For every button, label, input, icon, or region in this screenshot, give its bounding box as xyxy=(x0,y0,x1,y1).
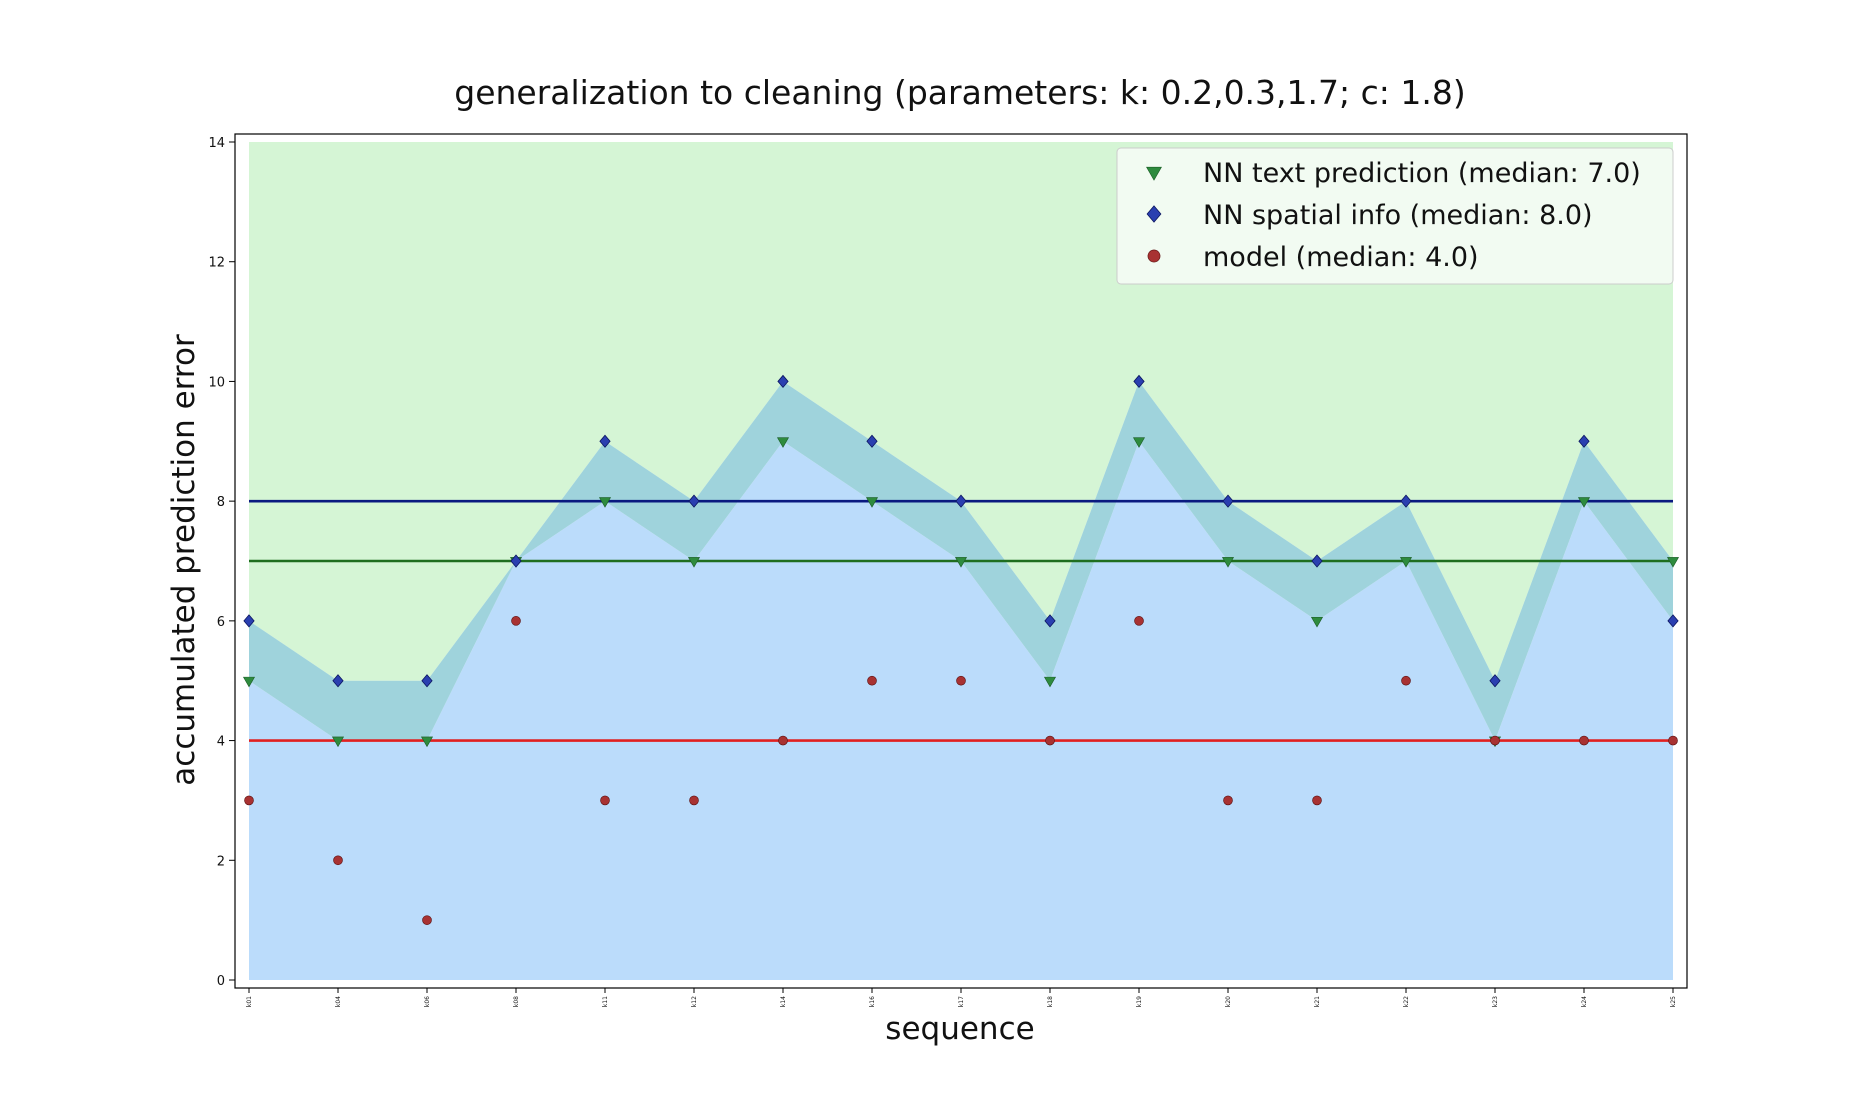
model-point xyxy=(1312,795,1322,806)
spatial-info-point xyxy=(1222,494,1234,508)
text-prediction-point xyxy=(420,736,434,748)
x-tick-label: k19 xyxy=(1136,996,1143,1007)
model-point xyxy=(1490,735,1500,746)
spatial-info-point xyxy=(421,674,433,688)
x-tick-label: k20 xyxy=(1225,996,1232,1007)
text-prediction-point xyxy=(687,557,701,568)
model-point xyxy=(1134,616,1144,626)
model-point xyxy=(244,795,254,806)
x-tick-label: k25 xyxy=(1670,996,1677,1007)
x-tick-label: k14 xyxy=(780,996,787,1007)
model-point xyxy=(1045,735,1055,746)
x-tick-label: k17 xyxy=(958,996,965,1007)
y-tick-label: 14 xyxy=(208,136,225,151)
model-point xyxy=(778,735,788,746)
spatial-info-point xyxy=(1489,674,1501,688)
chart-title: generalization to cleaning (parameters: … xyxy=(454,73,1465,112)
x-tick-label: k18 xyxy=(1047,996,1054,1007)
text-prediction-point xyxy=(1310,616,1324,628)
model-point xyxy=(867,675,877,686)
y-tick-label: 4 xyxy=(217,735,225,750)
y-tick-label: 10 xyxy=(208,375,225,390)
spatial-info-point xyxy=(510,554,522,568)
spatial-info-point xyxy=(1044,614,1056,628)
model-point xyxy=(511,616,521,626)
spatial-info-point xyxy=(332,674,344,688)
text-prediction-point xyxy=(1221,557,1235,568)
x-tick-label: k04 xyxy=(335,996,342,1007)
model-point xyxy=(1401,675,1411,686)
y-tick-label: 2 xyxy=(217,854,225,869)
legend-label: NN spatial info (median: 8.0) xyxy=(1203,200,1593,231)
spatial-info-point xyxy=(1667,614,1679,628)
y-tick-label: 6 xyxy=(217,615,225,630)
text-prediction-point xyxy=(1132,437,1146,448)
text-prediction-point xyxy=(1577,497,1591,508)
x-tick-label: k22 xyxy=(1403,996,1410,1007)
x-tick-label: k06 xyxy=(424,996,431,1007)
model-point xyxy=(333,855,343,866)
legend-label: model (median: 4.0) xyxy=(1203,242,1479,273)
text-prediction-point xyxy=(776,437,790,448)
x-tick-label: k16 xyxy=(869,996,876,1007)
spatial-info-point xyxy=(955,494,967,508)
spatial-info-point xyxy=(866,434,878,448)
spatial-info-point xyxy=(777,374,789,389)
model-point xyxy=(1668,735,1678,746)
y-tick-label: 8 xyxy=(217,495,225,510)
spatial-info-point xyxy=(1400,494,1412,508)
legend-marker xyxy=(1146,166,1162,181)
model-point xyxy=(689,795,699,806)
spatial-info-point xyxy=(1133,374,1145,389)
x-tick-label: k08 xyxy=(513,996,520,1007)
spatial-info-point xyxy=(1311,554,1323,568)
x-axis-ticks: k01 k04 k06 k08 k11 k12 k14 k16 k17 k18 k19 k20 k21 k… xyxy=(246,988,1677,1007)
spatial-info-point xyxy=(1578,434,1590,448)
x-tick-label: k24 xyxy=(1581,996,1588,1007)
legend-marker xyxy=(1146,205,1162,223)
text-prediction-point xyxy=(865,497,879,508)
text-prediction-point xyxy=(1399,557,1413,568)
text-prediction-point xyxy=(954,557,968,568)
text-prediction-point xyxy=(1043,676,1057,688)
y-axis-label: accumulated prediction error xyxy=(166,334,202,786)
lower-fill-region xyxy=(249,441,1673,980)
text-prediction-point xyxy=(242,676,256,688)
legend-marker xyxy=(1147,249,1161,263)
x-tick-label: k23 xyxy=(1492,996,1499,1007)
text-prediction-point xyxy=(331,736,345,748)
text-prediction-point xyxy=(598,497,612,508)
legend: NN text prediction (median: 7.0) NN spati… xyxy=(1116,147,1674,285)
y-tick-label: 0 xyxy=(217,974,225,989)
y-tick-label: 12 xyxy=(208,256,225,271)
model-point xyxy=(956,675,966,686)
x-tick-label: k12 xyxy=(691,996,698,1007)
legend-label: NN text prediction (median: 7.0) xyxy=(1203,158,1641,189)
x-tick-label: k01 xyxy=(246,996,253,1007)
legend-box xyxy=(1116,147,1674,285)
spatial-info-point xyxy=(243,614,255,628)
y-axis-ticks: 0 2 4 6 8 10 12 14 xyxy=(208,136,235,989)
x-axis-label: sequence xyxy=(885,1011,1034,1047)
model-point xyxy=(1579,735,1589,746)
spatial-info-point xyxy=(688,494,700,508)
data-points xyxy=(242,374,1680,925)
model-point xyxy=(1223,795,1233,806)
x-tick-label: k21 xyxy=(1314,996,1321,1007)
model-point xyxy=(600,795,610,806)
x-tick-label: k11 xyxy=(602,996,609,1007)
text-prediction-point xyxy=(1666,557,1680,568)
spatial-info-point xyxy=(599,434,611,448)
model-point xyxy=(422,915,432,925)
